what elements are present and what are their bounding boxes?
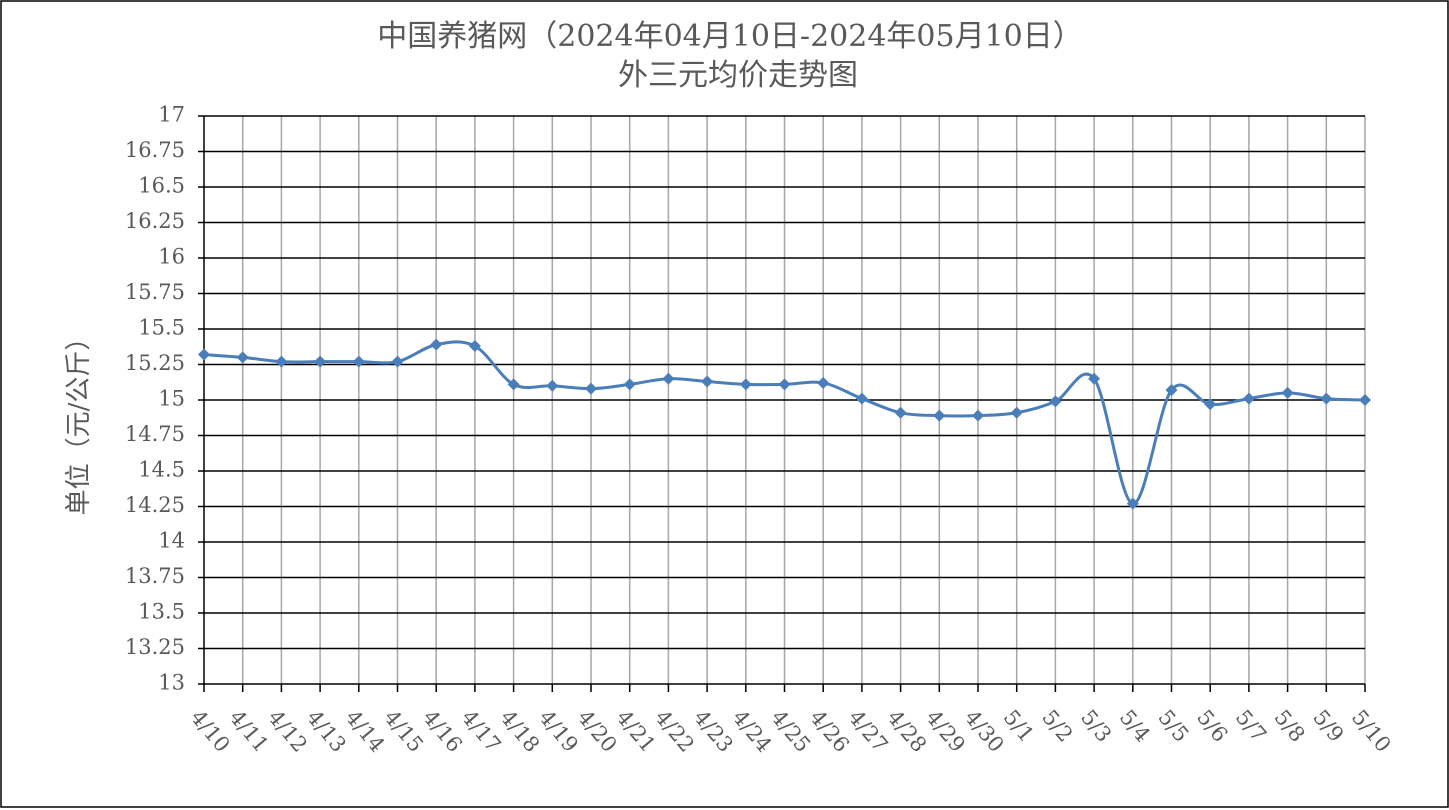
y-axis-label: 单位（元/公斤） [64,325,94,516]
y-tick-label: 15.5 [138,316,185,340]
y-tick-label: 15 [158,387,185,411]
marker [855,392,868,405]
marker [1049,395,1062,408]
y-tick-label: 15.75 [125,280,185,304]
marker [236,351,249,364]
y-tick-label: 17 [158,103,185,127]
marker [894,406,907,419]
y-tick-label: 16.5 [138,174,185,198]
marker [585,382,597,395]
y-tick-label: 13.25 [125,635,185,659]
y-tick-label: 16.25 [125,209,185,233]
y-tick-label: 14.5 [138,458,185,482]
marker [275,355,288,368]
marker [1242,392,1255,405]
y-tick-label: 16.75 [125,138,185,162]
marker [507,378,520,391]
marker [1165,384,1178,397]
marker [198,348,210,361]
marker [468,340,481,353]
marker [701,375,714,388]
y-tick-label: 14.75 [125,422,185,446]
marker [391,355,404,368]
chart-subtitle: 外三元均价走势图 [618,58,858,93]
marker [1359,394,1371,406]
marker [1010,406,1023,419]
marker [1281,386,1294,399]
y-tick-label: 16 [158,245,185,269]
marker [1204,398,1217,411]
y-tick-label: 15.25 [125,351,185,375]
y-tick-label: 14.25 [125,493,185,517]
marker [430,338,443,351]
marker [314,355,327,368]
marker [352,355,365,368]
y-tick-label: 13 [158,671,185,695]
marker [1126,497,1139,510]
marker [933,409,946,422]
marker [972,409,984,422]
marker [739,378,752,391]
marker [623,378,636,391]
marker [546,379,559,392]
chart-title: 中国养猪网（2024年04月10日-2024年05月10日） [377,19,1083,54]
y-tick-label: 14 [158,529,185,553]
y-tick-label: 13.5 [138,600,185,624]
marker [778,378,791,391]
marker [817,376,830,389]
marker [662,372,675,385]
y-tick-label: 13.75 [125,564,185,588]
marker [1088,372,1101,385]
marker [1320,392,1333,405]
